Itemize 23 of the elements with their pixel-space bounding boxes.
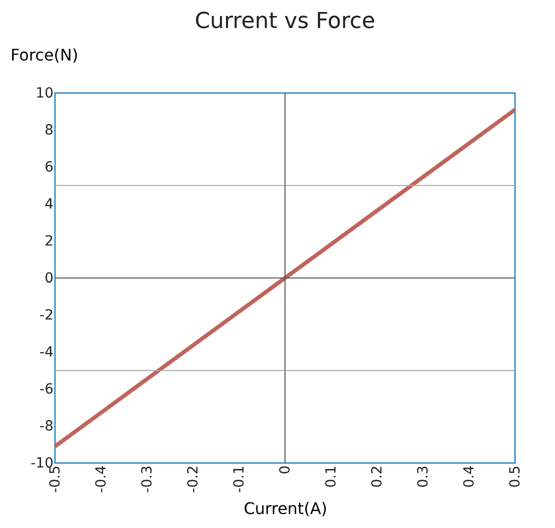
y-tick-label: -4	[40, 344, 54, 360]
y-axis-title: Force(N)	[10, 46, 78, 64]
x-tick-label: 0.4	[462, 465, 478, 488]
y-tick-label: 8	[44, 122, 54, 138]
x-tick-label: 0.1	[324, 466, 340, 488]
x-axis-title: Current(A)	[244, 498, 328, 518]
x-tick-label: 0.2	[370, 466, 386, 488]
y-tick-label: 4	[44, 196, 54, 212]
y-tick-label: 0	[44, 270, 54, 286]
x-tick-label: 0	[278, 466, 294, 474]
y-tick-label: 10	[36, 86, 54, 102]
chart-title: Current vs Force	[194, 9, 376, 34]
y-tick-label: 2	[44, 234, 54, 250]
x-tick-label: 0.5	[508, 466, 524, 488]
y-tick-label: -6	[40, 382, 54, 398]
x-tick-label: -0.4	[94, 465, 110, 493]
y-tick-label: -8	[40, 418, 54, 434]
x-tick-label: 0.3	[416, 466, 432, 488]
y-tick-label: 6	[44, 160, 54, 176]
x-tick-label: -0.2	[186, 466, 202, 493]
x-tick-label: -0.1	[232, 466, 248, 493]
y-tick-label: -2	[40, 308, 54, 324]
x-tick-label: -0.3	[140, 466, 156, 493]
